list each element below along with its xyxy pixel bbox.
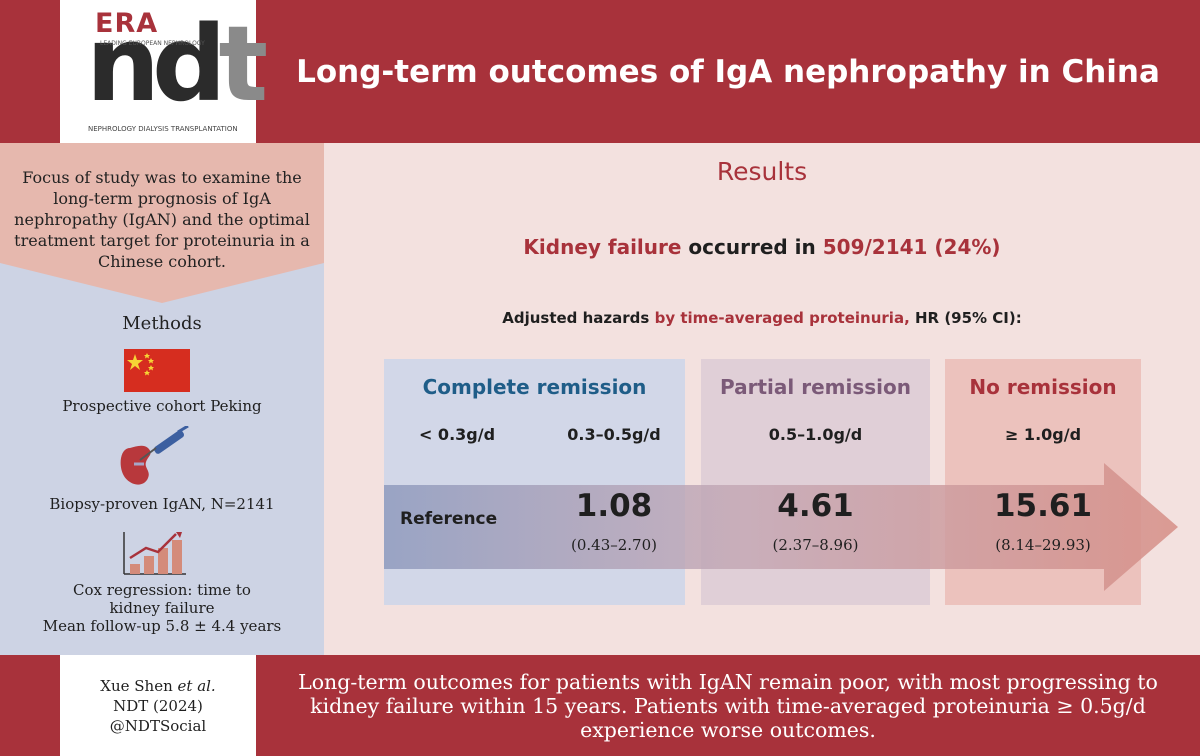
footer-banner: Xue Shen et al. NDT (2024) @NDTSocial Lo… bbox=[0, 655, 1200, 756]
author-etal: et al. bbox=[172, 676, 216, 695]
results-panel: Results Kidney failure occurred in 509/2… bbox=[324, 143, 1200, 655]
left-panel: Focus of study was to examine the long-t… bbox=[0, 143, 324, 655]
focus-arrow-shape bbox=[0, 143, 324, 303]
focus-text: Focus of study was to examine the long-t… bbox=[14, 168, 310, 271]
citation-handle[interactable]: @NDTSocial bbox=[109, 716, 207, 735]
logo-ndt-wordmark: ndt bbox=[86, 12, 268, 116]
logo-journal-name: NEPHROLOGY DIALYSIS TRANSPLANTATION bbox=[88, 125, 238, 133]
kidney-biopsy-icon bbox=[118, 424, 194, 496]
adj-part-2: by time-averaged proteinuria, bbox=[654, 309, 910, 327]
cox-text: Cox regression: time to kidney failure M… bbox=[0, 581, 324, 635]
page-title: Long-term outcomes of IgA nephropathy in… bbox=[296, 53, 1160, 90]
citation-journal: NDT (2024) bbox=[113, 696, 203, 715]
adj-part-3: HR (95% CI): bbox=[909, 309, 1022, 327]
level-0-5-1-0: 0.5–1.0g/d bbox=[768, 425, 863, 444]
cox-line-1: Cox regression: time to bbox=[73, 581, 251, 599]
hr-ci-ge-1-0: (8.14–29.93) bbox=[995, 536, 1091, 554]
level-lt-0-3: < 0.3g/d bbox=[418, 425, 496, 444]
cohort-text: Prospective cohort Peking bbox=[62, 397, 262, 415]
cox-line-3: Mean follow-up 5.8 ± 4.4 years bbox=[42, 617, 282, 635]
author-name: Xue Shen bbox=[100, 676, 173, 695]
hr-value-ge-1-0: 15.61 bbox=[993, 488, 1093, 524]
adj-part-1: Adjusted hazards bbox=[502, 309, 655, 327]
kf-label: Kidney failure bbox=[523, 235, 682, 259]
trend-arrow bbox=[384, 463, 1178, 591]
ndt-logo: ndt ERA LEADING EUROPEAN NEPHROLOGY NEPH… bbox=[60, 0, 268, 143]
kf-count: 509/2141 (24%) bbox=[822, 235, 1001, 259]
reference-label: Reference bbox=[400, 509, 498, 529]
adjusted-hazards-line: Adjusted hazards by time-averaged protei… bbox=[324, 309, 1200, 327]
logo-nd: nd bbox=[86, 3, 227, 125]
bar-chart-icon bbox=[118, 530, 188, 580]
china-flag-icon bbox=[124, 349, 190, 392]
level-0-3-0-5: 0.3–0.5g/d bbox=[567, 425, 661, 444]
biopsy-text: Biopsy-proven IgAN, N=2141 bbox=[49, 495, 275, 513]
focus-box: Focus of study was to examine the long-t… bbox=[0, 143, 324, 303]
conclusion-text: Long-term outcomes for patients with IgA… bbox=[298, 669, 1158, 742]
hr-ci-0-3-0-5: (0.43–2.70) bbox=[570, 536, 657, 554]
hr-value-0-3-0-5: 1.08 bbox=[575, 488, 653, 524]
header-banner: ndt ERA LEADING EUROPEAN NEPHROLOGY NEPH… bbox=[0, 0, 1200, 143]
complete-remission-heading: Complete remission bbox=[422, 375, 647, 399]
citation-author: Xue Shen et al. bbox=[100, 676, 215, 696]
logo-t: t bbox=[218, 3, 268, 125]
kidney-failure-line: Kidney failure occurred in 509/2141 (24%… bbox=[324, 235, 1200, 259]
cox-line-2: kidney failure bbox=[109, 599, 215, 617]
no-remission-heading: No remission bbox=[969, 375, 1117, 399]
kf-occurred: occurred in bbox=[681, 235, 823, 259]
partial-remission-heading: Partial remission bbox=[720, 375, 911, 399]
level-ge-1-0: ≥ 1.0g/d bbox=[1004, 425, 1082, 444]
methods-title: Methods bbox=[122, 313, 202, 334]
logo-era-tagline: LEADING EUROPEAN NEPHROLOGY bbox=[100, 40, 205, 47]
hr-ci-0-5-1-0: (2.37–8.96) bbox=[772, 536, 859, 554]
hr-value-0-5-1-0: 4.61 bbox=[777, 488, 854, 524]
results-title: Results bbox=[716, 157, 808, 186]
logo-era: ERA bbox=[95, 8, 159, 39]
citation-box: Xue Shen et al. NDT (2024) @NDTSocial bbox=[60, 655, 256, 756]
